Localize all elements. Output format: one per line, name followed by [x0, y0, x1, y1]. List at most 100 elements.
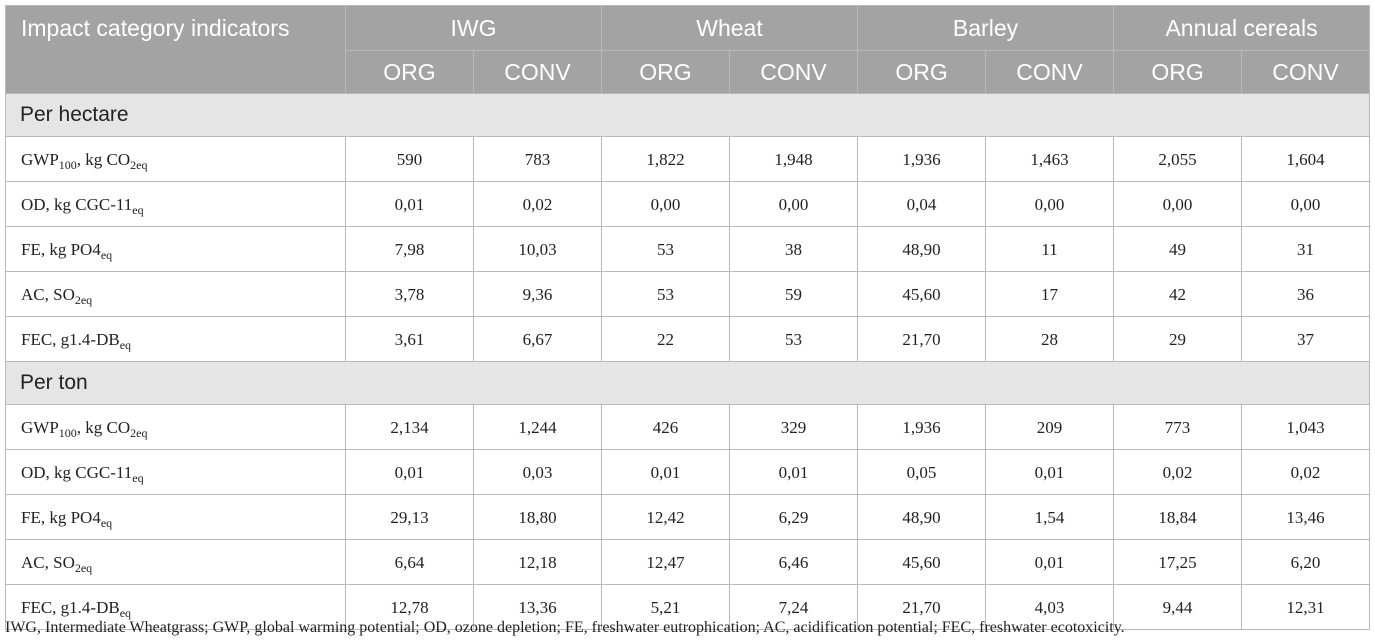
row-label-sub1: eq: [132, 471, 144, 485]
row-label-mid: , kg CO: [76, 418, 131, 437]
table-row: FEC, g1.4-DBeq 3,61 6,67 22 53 21,70 28 29 37: [5, 316, 1371, 362]
table-cell: 18,84: [1113, 494, 1243, 540]
row-label: FE, kg PO4eq: [5, 494, 346, 540]
table-cell: 48,90: [857, 226, 987, 272]
row-label-pre: GWP: [21, 418, 59, 437]
table-cell: 1,043: [1241, 404, 1371, 450]
table-cell: 0,00: [1113, 181, 1243, 227]
table-cell: 37: [1241, 316, 1371, 362]
table-cell: 0,00: [601, 181, 730, 227]
table-cell: 0,01: [601, 449, 730, 495]
row-label-sub1: eq: [100, 516, 113, 530]
row-label: AC, SO2eq: [5, 539, 346, 585]
row-label-pre: FEC, g1.4-DB: [21, 330, 120, 349]
table-cell: 12,47: [601, 539, 730, 585]
table-cell: 1,244: [473, 404, 602, 450]
table-row: GWP100, kg CO2eq 2,134 1,244 426 329 1,936 209…: [5, 404, 1371, 450]
table-cell: 3,61: [345, 316, 474, 362]
table-cell: 29: [1113, 316, 1243, 362]
impact-table: Impact category indicators IWG Wheat Bar…: [4, 5, 1371, 630]
table-cell: 53: [601, 226, 730, 272]
row-label-sub1: 2eq: [74, 561, 93, 575]
table-cell: 42: [1113, 271, 1243, 317]
section-title: Per ton: [4, 361, 1371, 405]
row-label-sub1: eq: [119, 606, 132, 620]
row-label-sub1: eq: [132, 203, 144, 217]
table-cell: 9,36: [473, 271, 602, 317]
subheader-barley-org: ORG: [857, 50, 987, 94]
table-cell: 53: [728, 316, 859, 362]
row-label-pre: OD, kg CGC-11: [21, 463, 133, 482]
table-cell: 5,21: [601, 584, 730, 630]
table-cell: 0,03: [473, 449, 602, 495]
subheader-barley-conv: CONV: [985, 50, 1115, 94]
row-label: GWP100, kg CO2eq: [5, 136, 346, 182]
table-cell: 0,00: [1241, 181, 1371, 227]
table-cell: 3,78: [345, 271, 474, 317]
table-cell: 7,24: [728, 584, 859, 630]
section-title: Per hectare: [4, 93, 1371, 137]
table-cell: 12,42: [601, 494, 730, 540]
section-row: Per hectare: [4, 93, 1371, 137]
table-cell: 38: [728, 226, 859, 272]
header-group-wheat: Wheat: [600, 5, 859, 51]
table-row: OD, kg CGC-11eq 0,01 0,03 0,01 0,01 0,05 0,01 0…: [5, 449, 1371, 495]
table-cell: 21,70: [857, 316, 987, 362]
table-cell: 1,936: [857, 136, 987, 182]
row-label-sub1: 100: [58, 426, 77, 440]
table-cell: 0,01: [728, 449, 859, 495]
row-label-pre: AC, SO: [21, 285, 75, 304]
header-group-annual-cereals: Annual cereals: [1113, 5, 1371, 51]
table-row: AC, SO2eq 6,64 12,18 12,47 6,46 45,60 0,01 17,2…: [5, 539, 1371, 585]
row-label: OD, kg CGC-11eq: [5, 449, 346, 495]
header-group-barley: Barley: [857, 5, 1115, 51]
table-cell: 45,60: [857, 539, 987, 585]
table-cell: 31: [1241, 226, 1371, 272]
table-cell: 0,00: [985, 181, 1115, 227]
subheader-iwg-org: ORG: [345, 50, 474, 94]
table-cell: 17: [985, 271, 1115, 317]
table-cell: 6,29: [728, 494, 859, 540]
table-cell: 6,46: [728, 539, 859, 585]
table-cell: 28: [985, 316, 1115, 362]
table-cell: 22: [601, 316, 730, 362]
table-cell: 6,20: [1241, 539, 1371, 585]
table-cell: 0,05: [857, 449, 987, 495]
header-impact-category: Impact category indicators: [5, 5, 346, 94]
table-row: AC, SO2eq 3,78 9,36 53 59 45,60 17 42 36: [5, 271, 1371, 317]
table-cell: 0,04: [857, 181, 987, 227]
table-cell: 0,00: [728, 181, 859, 227]
row-label-pre: AC, SO: [21, 553, 75, 572]
table-cell: 1,936: [857, 404, 987, 450]
subheader-iwg-conv: CONV: [473, 50, 602, 94]
table-cell: 10,03: [473, 226, 602, 272]
table-cell: 12,18: [473, 539, 602, 585]
table-cell: 18,80: [473, 494, 602, 540]
table-cell: 4,03: [985, 584, 1115, 630]
table-cell: 0,01: [985, 449, 1115, 495]
table-row: FE, kg PO4eq 7,98 10,03 53 38 48,90 11 49 31: [5, 226, 1371, 272]
table-cell: 6,67: [473, 316, 602, 362]
table-cell: 209: [985, 404, 1115, 450]
subheader-wheat-conv: CONV: [728, 50, 859, 94]
table-cell: 9,44: [1113, 584, 1243, 630]
table-cell: 1,822: [601, 136, 730, 182]
table-cell: 1,948: [728, 136, 859, 182]
header-group-iwg: IWG: [345, 5, 602, 51]
row-label: GWP100, kg CO2eq: [5, 404, 346, 450]
table-cell: 7,98: [345, 226, 474, 272]
table-row: GWP100, kg CO2eq 590 783 1,822 1,948 1,936 1,4…: [5, 136, 1371, 182]
table-cell: 0,01: [345, 449, 474, 495]
table-cell: 2,055: [1113, 136, 1243, 182]
table-row: OD, kg CGC-11eq 0,01 0,02 0,00 0,00 0,04 0,00 0…: [5, 181, 1371, 227]
table-header: Impact category indicators IWG Wheat Bar…: [5, 5, 1371, 94]
row-label: OD, kg CGC-11eq: [5, 181, 346, 227]
table-cell: 45,60: [857, 271, 987, 317]
table-cell: 1,604: [1241, 136, 1371, 182]
table-cell: 36: [1241, 271, 1371, 317]
table-cell: 53: [601, 271, 730, 317]
table-cell: 12,31: [1241, 584, 1371, 630]
row-label: FEC, g1.4-DBeq: [5, 316, 346, 362]
table-cell: 13,36: [473, 584, 602, 630]
impact-table-container: Impact category indicators IWG Wheat Bar…: [4, 5, 1371, 630]
